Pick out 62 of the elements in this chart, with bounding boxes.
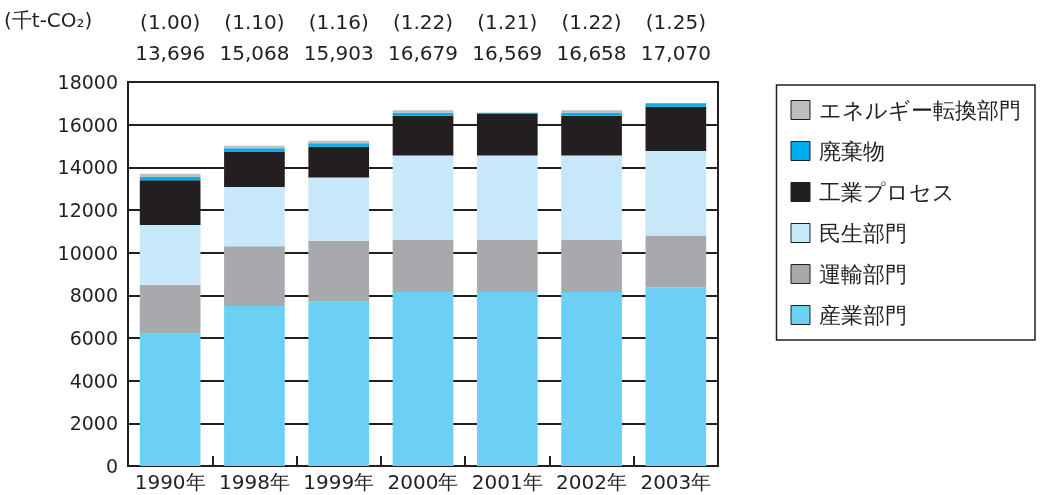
text: 15,903 — [303, 41, 374, 65]
bar — [224, 186, 285, 247]
text: 15,068 — [219, 41, 290, 65]
bar — [308, 240, 370, 302]
x-tick-label: 2002年 — [556, 470, 628, 494]
y-tick-label: 16000 — [57, 113, 118, 136]
y-tick-label: 18000 — [57, 71, 118, 93]
text: (1.21) — [477, 10, 538, 34]
bar — [139, 173, 201, 177]
legend-label: 廃棄物 — [819, 138, 885, 164]
y-tick-label: 14000 — [57, 156, 118, 179]
x-tick-label: 1998年 — [218, 470, 290, 494]
bar — [561, 155, 622, 241]
y-tick-label: 2000 — [69, 412, 118, 435]
bar — [645, 235, 707, 288]
legend-label: 運輸部門 — [819, 261, 907, 287]
text: (1.22) — [392, 10, 454, 34]
text: 16,658 — [556, 41, 627, 65]
text: (1.16) — [308, 10, 369, 34]
bar — [139, 333, 201, 466]
bar — [561, 291, 622, 466]
y-tick-label: 4000 — [69, 369, 118, 392]
bar — [139, 284, 201, 334]
y-tick-label: 6000 — [69, 327, 118, 349]
x-tick-label: 2001年 — [471, 470, 543, 494]
y-axis-title: (千t-CO₂) — [4, 8, 93, 32]
x-tick-label: 1999年 — [303, 470, 375, 494]
bar — [645, 150, 707, 236]
bar — [224, 306, 285, 466]
y-tick-label: 10000 — [57, 241, 118, 264]
x-tick-label: 1990年 — [134, 470, 206, 494]
bar — [645, 287, 707, 466]
bar — [476, 240, 538, 292]
legend-label: 民生部門 — [819, 220, 907, 246]
text: (1.00) — [140, 10, 201, 34]
y-tick-label: 0 — [105, 455, 118, 477]
legend-label: エネルギー転換部門 — [819, 97, 1021, 123]
text: (1.22) — [561, 10, 622, 34]
text: 13,696 — [135, 41, 206, 65]
bar — [308, 301, 370, 466]
bar — [139, 224, 201, 285]
legend-label: 工業プロセス — [819, 179, 955, 205]
bar — [139, 176, 201, 181]
bar — [224, 246, 285, 306]
legend-label: 産業部門 — [819, 302, 907, 328]
bar — [645, 103, 707, 107]
bar — [392, 291, 454, 466]
text: (1.25) — [645, 10, 706, 34]
text: 16,569 — [472, 41, 543, 65]
text: (1.10) — [224, 10, 285, 34]
text: 17,070 — [640, 41, 711, 65]
x-tick-label: 2003年 — [640, 470, 712, 494]
x-tick-label: 2000年 — [387, 470, 459, 494]
bar — [392, 155, 454, 241]
text: 16,679 — [388, 41, 458, 65]
bar — [476, 291, 538, 466]
y-tick-label: 8000 — [69, 284, 118, 307]
bar — [308, 177, 370, 241]
bar — [561, 240, 622, 292]
y-tick-label: 12000 — [57, 199, 118, 221]
bar — [476, 155, 538, 241]
bar — [392, 240, 454, 292]
